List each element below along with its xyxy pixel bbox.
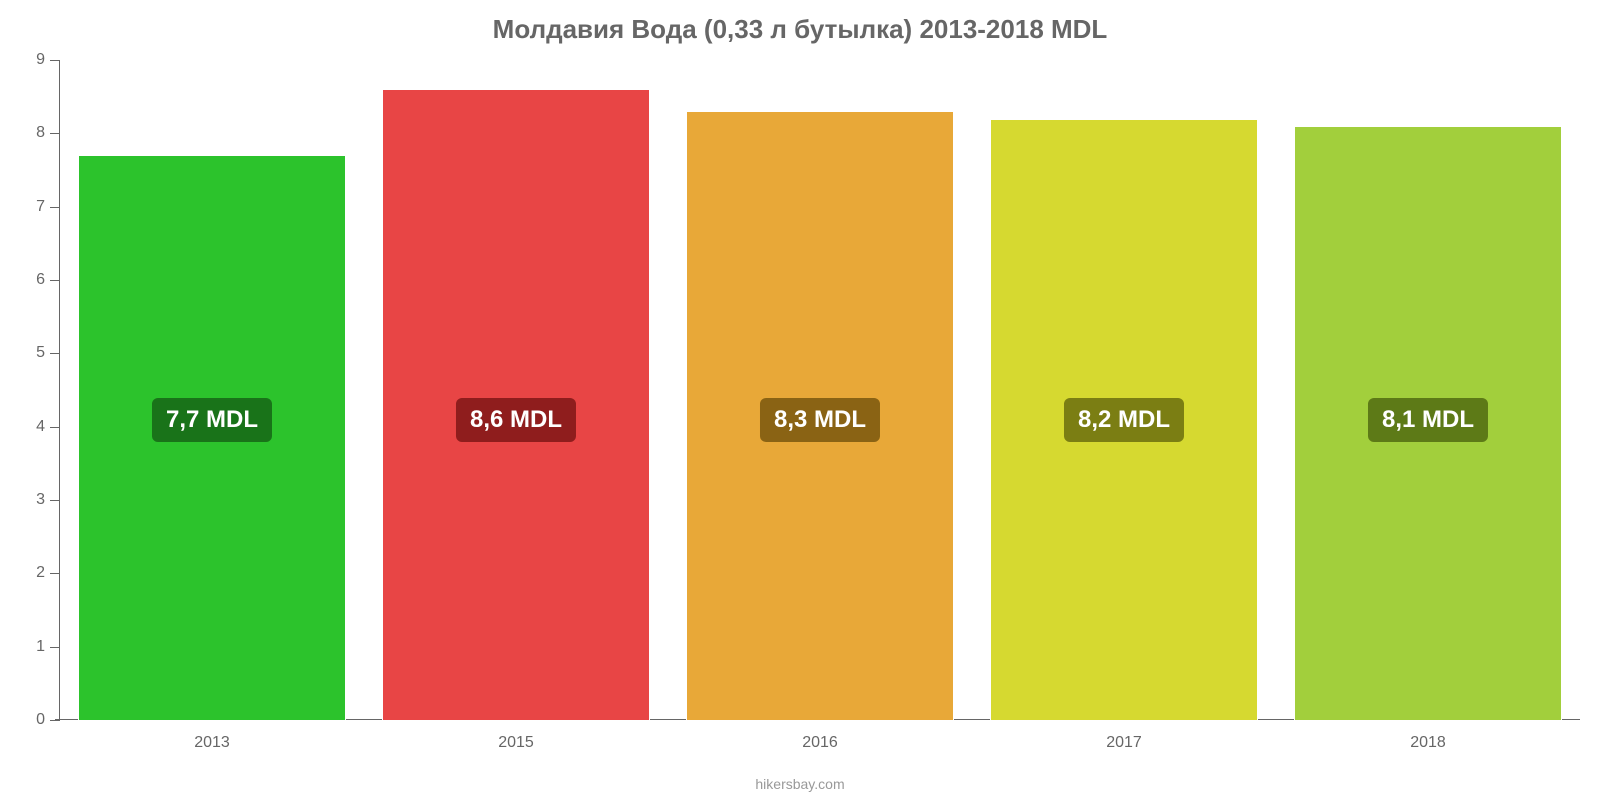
value-badge: 7,7 MDL <box>152 398 272 442</box>
bar-slot: 8,3 MDL2016 <box>668 60 972 720</box>
value-badge: 8,1 MDL <box>1368 398 1488 442</box>
y-tick-label: 7 <box>15 198 45 216</box>
y-tick-label: 8 <box>15 124 45 142</box>
bar: 8,1 MDL <box>1294 126 1562 720</box>
x-tick-label: 2017 <box>1106 734 1142 752</box>
y-tick <box>50 207 60 208</box>
y-tick-label: 2 <box>15 564 45 582</box>
y-tick <box>50 133 60 134</box>
y-tick <box>50 647 60 648</box>
x-tick-label: 2016 <box>802 734 838 752</box>
y-tick <box>50 60 60 61</box>
bar: 8,6 MDL <box>382 89 650 720</box>
y-tick <box>50 427 60 428</box>
bar-slot: 8,2 MDL2017 <box>972 60 1276 720</box>
bar-slot: 8,1 MDL2018 <box>1276 60 1580 720</box>
y-tick-label: 9 <box>15 51 45 69</box>
bar-chart: Молдавия Вода (0,33 л бутылка) 2013-2018… <box>0 0 1600 800</box>
y-tick <box>50 353 60 354</box>
value-badge: 8,6 MDL <box>456 398 576 442</box>
x-tick-label: 2013 <box>194 734 230 752</box>
y-tick-label: 1 <box>15 638 45 656</box>
y-tick-label: 6 <box>15 271 45 289</box>
y-tick-label: 0 <box>15 711 45 729</box>
bar: 8,2 MDL <box>990 119 1258 720</box>
bar-slot: 7,7 MDL2013 <box>60 60 364 720</box>
x-tick-label: 2018 <box>1410 734 1446 752</box>
bar-slot: 8,6 MDL2015 <box>364 60 668 720</box>
chart-title: Молдавия Вода (0,33 л бутылка) 2013-2018… <box>0 14 1600 45</box>
x-tick-label: 2015 <box>498 734 534 752</box>
y-tick <box>50 720 60 721</box>
value-badge: 8,2 MDL <box>1064 398 1184 442</box>
chart-footer: hikersbay.com <box>0 776 1600 792</box>
y-tick <box>50 280 60 281</box>
y-tick-label: 4 <box>15 418 45 436</box>
y-tick <box>50 500 60 501</box>
y-tick-label: 5 <box>15 344 45 362</box>
bar: 7,7 MDL <box>78 155 346 720</box>
y-tick-label: 3 <box>15 491 45 509</box>
bar: 8,3 MDL <box>686 111 954 720</box>
bars-container: 7,7 MDL20138,6 MDL20158,3 MDL20168,2 MDL… <box>60 60 1580 720</box>
plot-area: 0123456789 7,7 MDL20138,6 MDL20158,3 MDL… <box>60 60 1580 720</box>
value-badge: 8,3 MDL <box>760 398 880 442</box>
y-tick <box>50 573 60 574</box>
